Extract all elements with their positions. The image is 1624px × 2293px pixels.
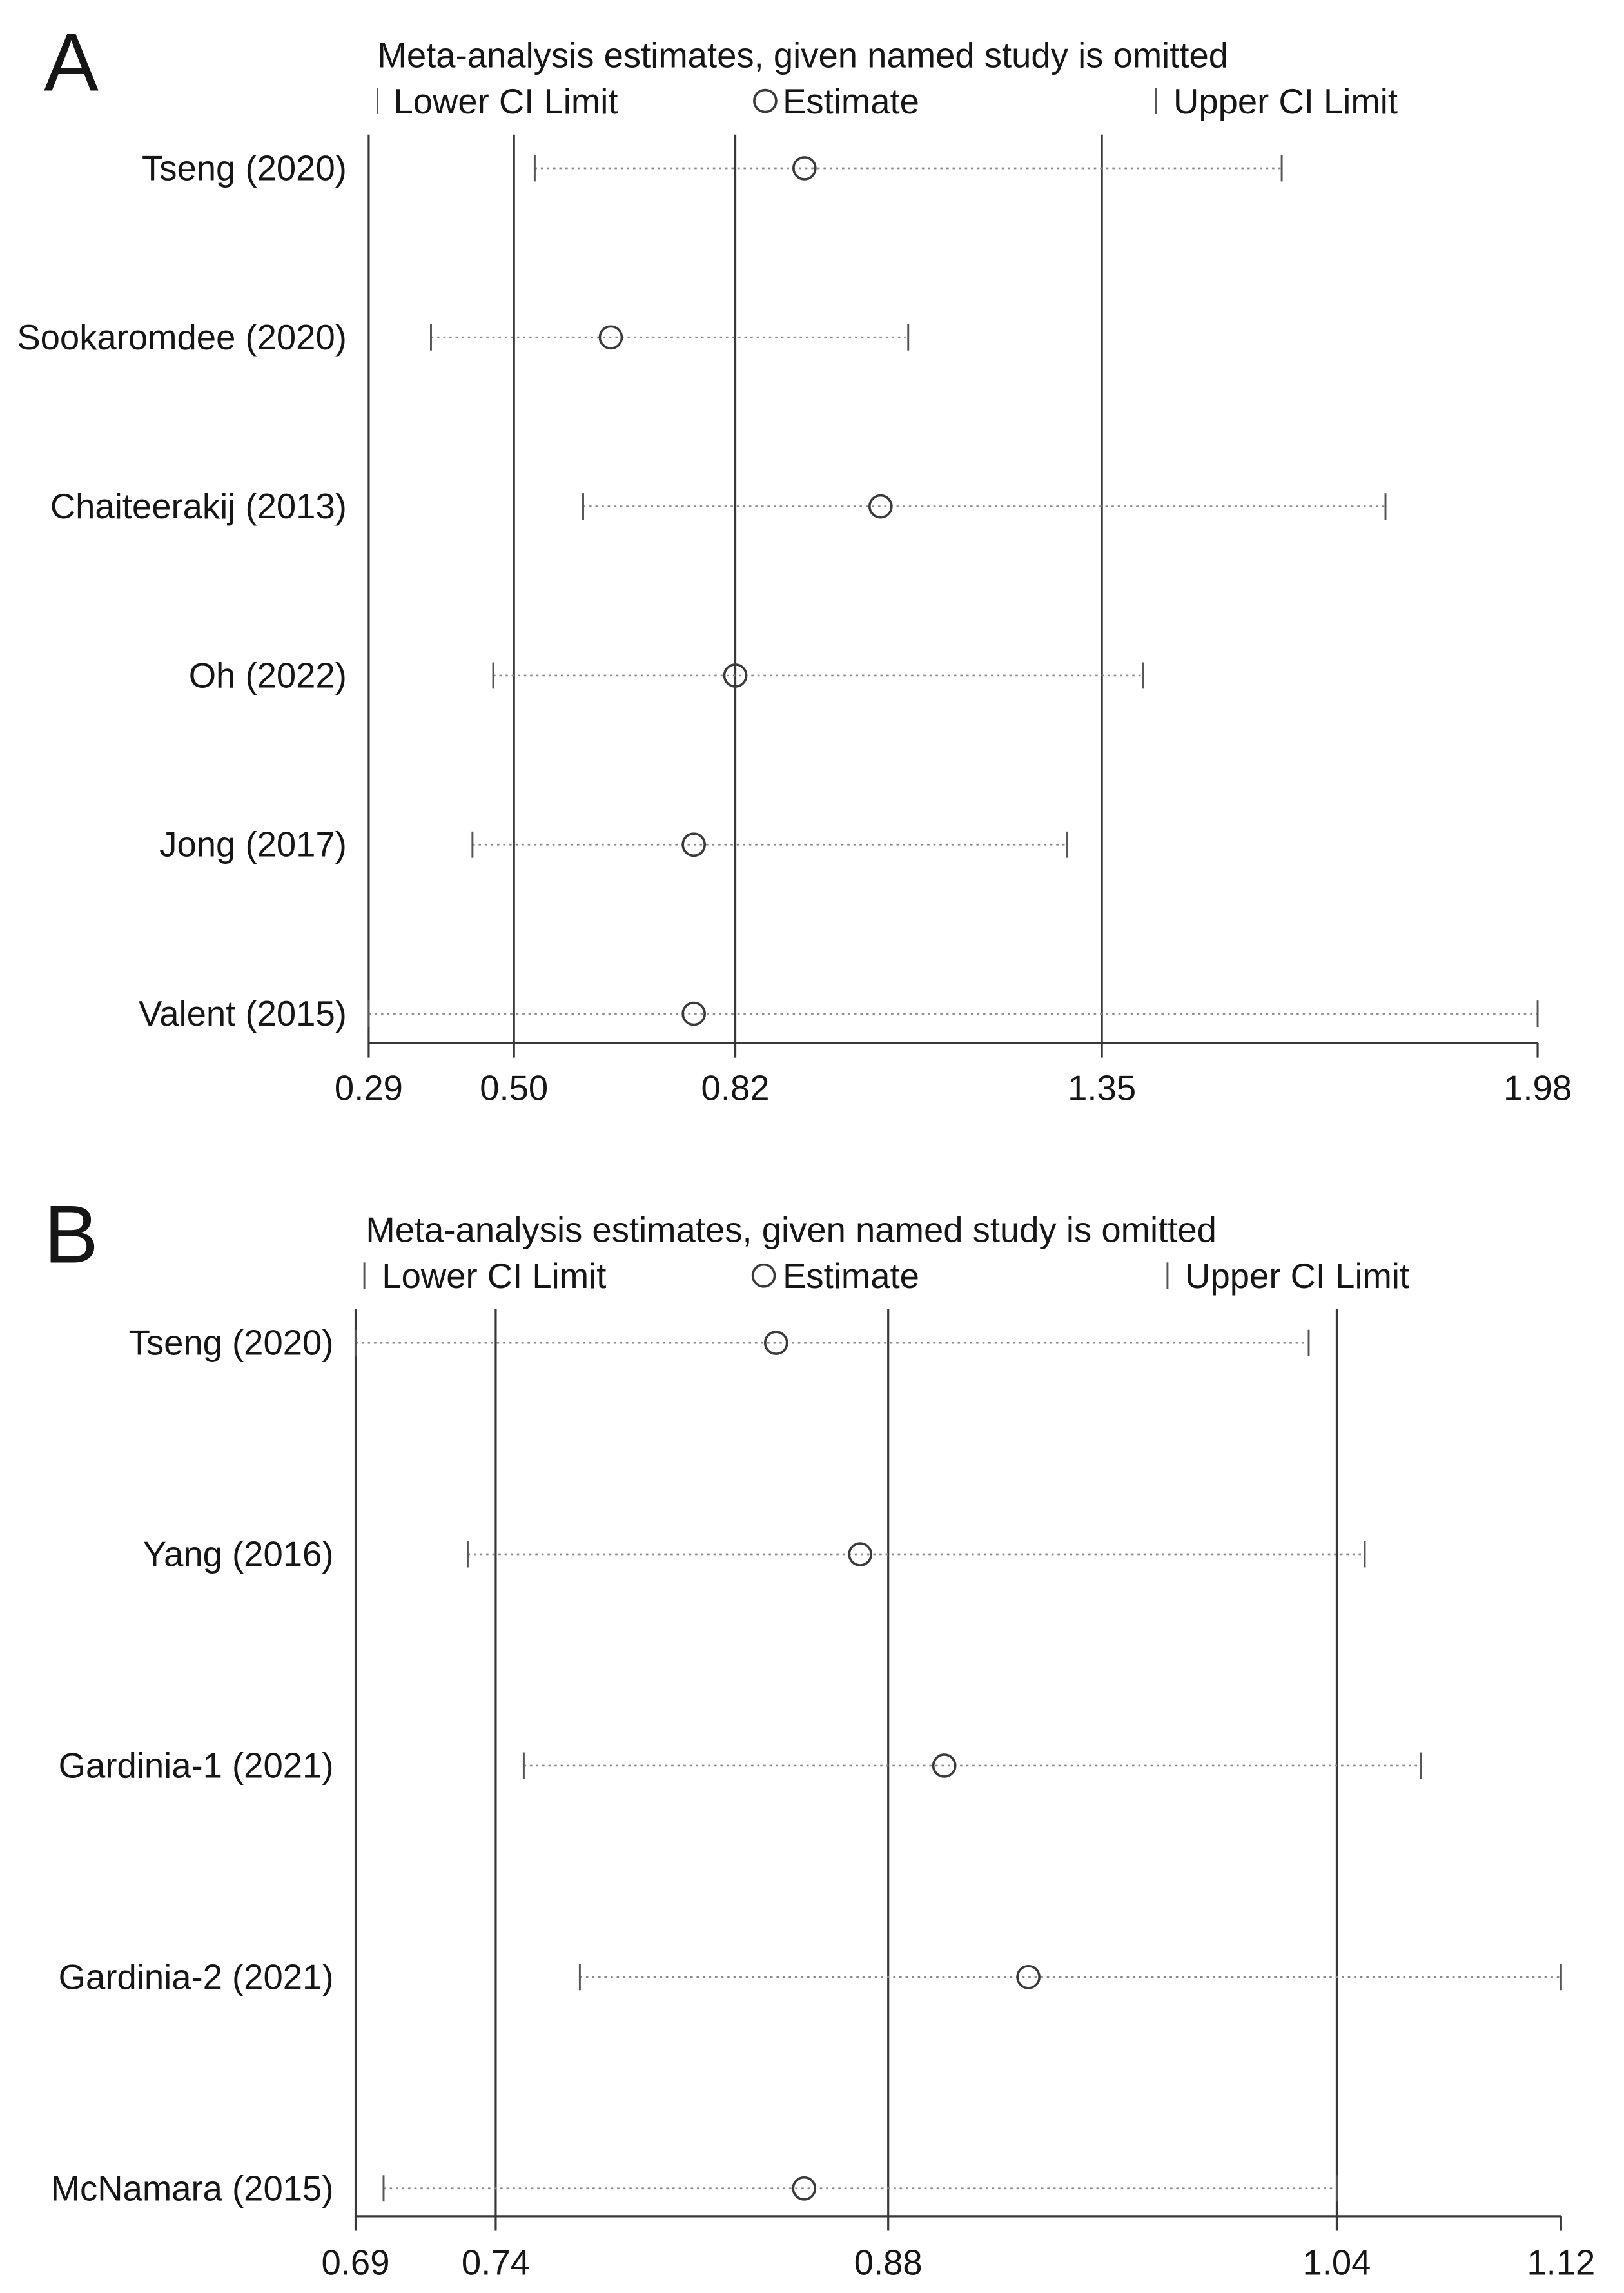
x-tick-label: 0.88 bbox=[854, 2243, 923, 2283]
study-label: Chaiteerakij (2013) bbox=[50, 487, 347, 526]
x-tick-label: 0.82 bbox=[701, 1068, 770, 1107]
lower-ci-legend-label: Lower CI Limit bbox=[394, 82, 618, 121]
estimate-legend-marker bbox=[753, 88, 778, 113]
estimate-marker bbox=[763, 1331, 788, 1355]
estimate-marker bbox=[681, 832, 706, 857]
study-label: Gardinia-1 (2021) bbox=[59, 1746, 334, 1785]
plot-area: 0.69 0.74 0.88 1.04 1.12 Tseng (2020) Yang (20… bbox=[51, 1309, 1595, 2283]
x-tick-label: 1.04 bbox=[1302, 2243, 1371, 2283]
study-label: Jong (2017) bbox=[159, 825, 347, 864]
chart-title: Meta-analysis estimates, given named stu… bbox=[366, 1211, 1217, 1250]
study-label: McNamara (2015) bbox=[51, 2169, 334, 2208]
lower-ci-legend-label: Lower CI Limit bbox=[382, 1256, 606, 1296]
plot-area: 0.29 0.50 0.82 1.35 1.98 Tseng (2020) Sookarom… bbox=[17, 134, 1572, 1107]
estimate-marker bbox=[598, 325, 623, 350]
estimate-marker bbox=[792, 2176, 817, 2201]
panel-label: A bbox=[44, 17, 99, 108]
x-tick-label: 1.98 bbox=[1503, 1068, 1572, 1107]
chart-title: Meta-analysis estimates, given named stu… bbox=[378, 35, 1229, 75]
x-tick-label: 0.74 bbox=[462, 2243, 530, 2283]
study-label: Oh (2022) bbox=[189, 656, 347, 695]
study-label: Gardinia-2 (2021) bbox=[59, 1957, 334, 1996]
estimate-marker bbox=[868, 494, 893, 519]
x-tick-label: 1.35 bbox=[1068, 1068, 1136, 1107]
x-tick-label: 1.12 bbox=[1527, 2243, 1595, 2283]
panel-label: B bbox=[44, 1188, 99, 1280]
upper-ci-legend-label: Upper CI Limit bbox=[1173, 82, 1398, 121]
x-tick-label: 0.50 bbox=[480, 1068, 548, 1107]
estimate-marker bbox=[792, 156, 817, 181]
study-label: Sookaromdee (2020) bbox=[17, 318, 347, 357]
estimate-legend-label: Estimate bbox=[783, 82, 919, 121]
x-tick-label: 0.69 bbox=[322, 2243, 390, 2283]
panel-b: B Meta-analysis estimates, given named s… bbox=[44, 1188, 1595, 2282]
estimate-marker bbox=[723, 663, 748, 688]
estimate-marker bbox=[1016, 1965, 1041, 1989]
legend: Lower CI Limit Estimate Upper CI Limit bbox=[377, 82, 1398, 121]
estimate-marker bbox=[848, 1542, 873, 1566]
estimate-marker bbox=[681, 1001, 706, 1026]
study-label: Valent (2015) bbox=[139, 994, 347, 1033]
x-tick-label: 0.29 bbox=[335, 1068, 403, 1107]
study-label: Tseng (2020) bbox=[142, 148, 347, 188]
legend: Lower CI Limit Estimate Upper CI Limit bbox=[363, 1256, 1409, 1296]
upper-ci-legend-label: Upper CI Limit bbox=[1185, 1256, 1409, 1296]
estimate-marker bbox=[932, 1753, 957, 1778]
estimate-legend-label: Estimate bbox=[783, 1256, 919, 1296]
panel-a: A Meta-analysis estimates, given named s… bbox=[17, 17, 1572, 1108]
study-label: Yang (2016) bbox=[143, 1535, 334, 1574]
estimate-legend-marker bbox=[751, 1263, 776, 1288]
study-label: Tseng (2020) bbox=[129, 1323, 334, 1363]
